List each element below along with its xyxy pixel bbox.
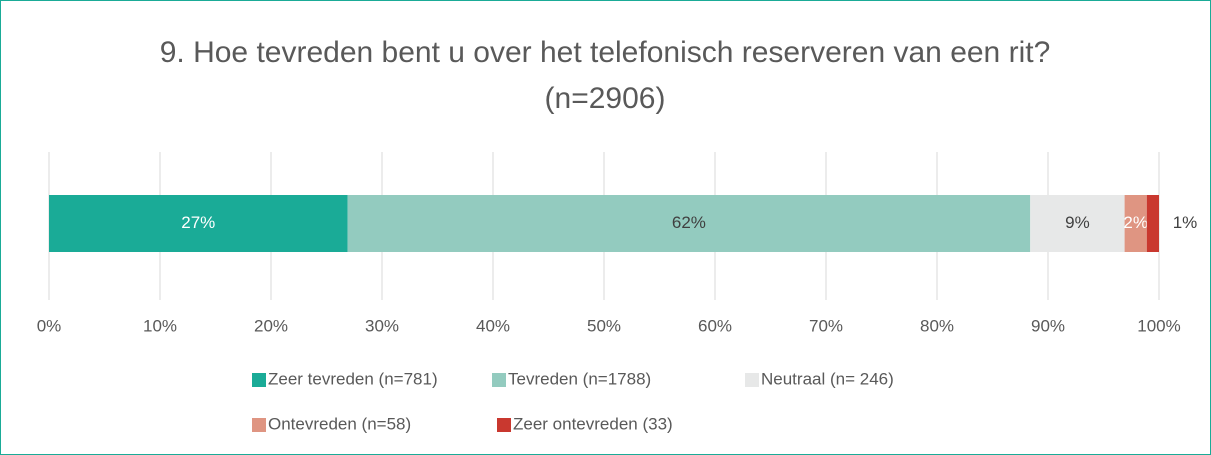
bar-segment: [49, 195, 348, 252]
x-tick-label: 0%: [37, 316, 62, 335]
x-tick-label: 30%: [365, 316, 399, 335]
data-label: 1%: [1173, 213, 1198, 232]
x-tick-label: 10%: [143, 316, 177, 335]
x-tick-label: 50%: [587, 316, 621, 335]
x-tick-label: 100%: [1137, 316, 1180, 335]
bar-segment: [1146, 195, 1159, 252]
data-label: 9%: [1065, 213, 1090, 232]
legend-label: Tevreden (n=1788): [508, 369, 651, 388]
x-tick-label: 40%: [476, 316, 510, 335]
legend-swatch: [492, 373, 506, 387]
x-tick-label: 60%: [698, 316, 732, 335]
bar-segment: [1030, 195, 1125, 252]
x-tick-label: 20%: [254, 316, 288, 335]
data-label: 62%: [672, 213, 706, 232]
legend-label: Zeer tevreden (n=781): [268, 369, 438, 388]
chart-title: 9. Hoe tevreden bent u over het telefoni…: [159, 36, 1051, 115]
bar-segment: [1124, 195, 1147, 252]
data-label: 27%: [181, 213, 215, 232]
legend-label: Zeer ontevreden (33): [513, 414, 673, 433]
data-label: 2%: [1123, 213, 1148, 232]
bar-segment: [347, 195, 1031, 252]
legend-label: Neutraal (n= 246): [761, 369, 894, 388]
legend-label: Ontevreden (n=58): [268, 414, 411, 433]
legend-swatch: [252, 418, 266, 432]
x-tick-label: 80%: [920, 316, 954, 335]
x-tick-label: 70%: [809, 316, 843, 335]
x-tick-label: 90%: [1031, 316, 1065, 335]
legend-swatch: [745, 373, 759, 387]
legend-swatch: [252, 373, 266, 387]
legend-swatch: [497, 418, 511, 432]
